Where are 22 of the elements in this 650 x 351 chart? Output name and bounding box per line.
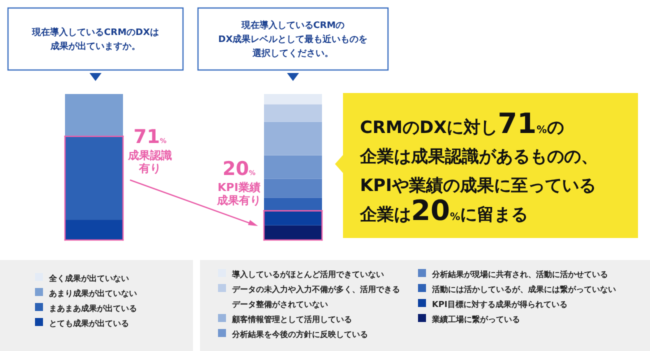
legend-label: KPI目標に対する成果が得られている bbox=[432, 299, 568, 309]
legend-label: 業績工場に繋がっている bbox=[431, 314, 520, 324]
legend-label: 顧客情報管理として活用している bbox=[231, 314, 352, 324]
text: CRMのDXに対し71%の企業は成果認識があるものの、KPIや業績の成果に至っている企業は20%に留まる bbox=[360, 107, 598, 227]
bar bbox=[264, 122, 322, 156]
bar bbox=[264, 104, 322, 122]
text: 成果認識有り bbox=[127, 149, 172, 175]
legend-label: データの未入力や入力不備が多く、活用できるデータ整備がされていない bbox=[232, 284, 400, 309]
legend-label: 分析結果が現場に共有され、活動に活かせている bbox=[431, 269, 608, 279]
chart-title: 現在導入しているCRMのDXは成果が出ていますか。 bbox=[31, 27, 159, 52]
chart-title: 現在導入しているCRMのDX成果レベルとして最も近いものを選択してください。 bbox=[218, 20, 368, 59]
text: KPI業績成果有り bbox=[216, 181, 261, 207]
legend-label: あまり成果が出ていない bbox=[49, 288, 137, 298]
legend-label: 導入しているがほとんど活用できていない bbox=[231, 269, 384, 279]
bar bbox=[264, 94, 322, 104]
legend-label: 活動には活かしているが、成果には繋がっていない bbox=[431, 284, 616, 294]
legend-label: 分析結果を今後の方針に反映している bbox=[231, 329, 368, 339]
legend-label: まあまあ成果が出ている bbox=[49, 303, 137, 313]
bar bbox=[264, 178, 322, 198]
legend-label: 全く成果が出ていない bbox=[48, 273, 129, 283]
bar bbox=[264, 155, 322, 179]
legend-label: とても成果が出ている bbox=[49, 318, 129, 328]
